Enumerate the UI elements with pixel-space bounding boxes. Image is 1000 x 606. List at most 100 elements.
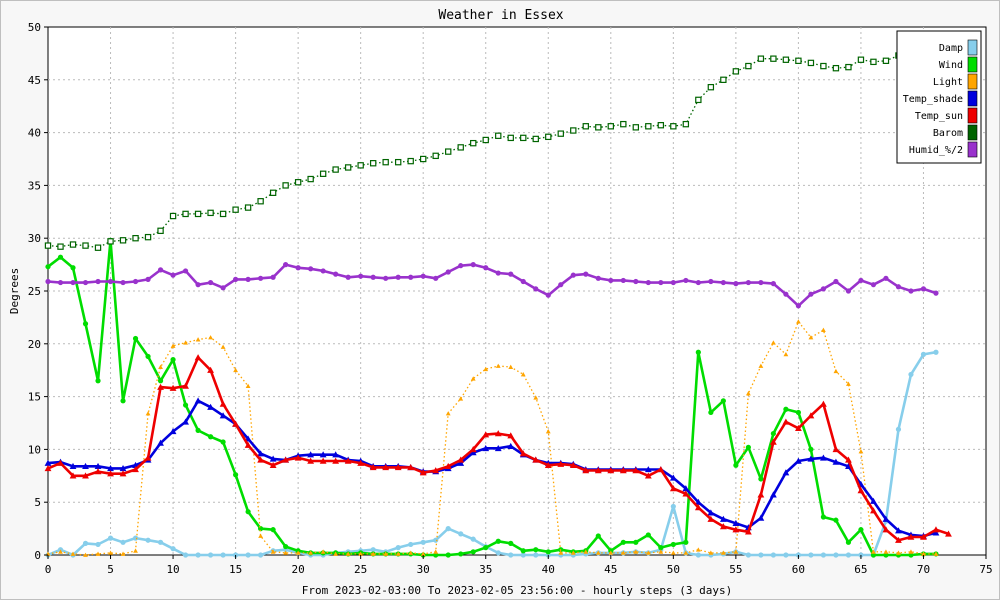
data-point	[520, 548, 526, 554]
data-point	[682, 490, 690, 497]
data-point	[257, 198, 264, 205]
data-point	[708, 409, 714, 416]
data-point	[695, 552, 701, 558]
data-point	[745, 552, 751, 558]
data-point	[820, 454, 827, 461]
data-point	[870, 282, 877, 288]
data-point	[732, 519, 740, 527]
data-point	[233, 367, 238, 373]
data-point	[795, 424, 802, 431]
data-point	[557, 130, 564, 137]
data-point	[194, 397, 202, 404]
data-point	[544, 461, 552, 468]
data-point	[445, 411, 451, 416]
data-point	[120, 539, 126, 545]
data-point	[158, 364, 163, 369]
data-point	[645, 279, 651, 286]
data-point	[407, 463, 415, 471]
data-point	[444, 462, 452, 470]
data-point	[408, 274, 414, 280]
data-point	[132, 278, 139, 285]
data-point	[357, 459, 365, 466]
data-point	[458, 396, 464, 401]
data-point	[283, 543, 289, 550]
data-point	[832, 64, 840, 72]
data-point	[470, 139, 477, 147]
data-point	[44, 465, 52, 472]
data-point	[95, 541, 101, 548]
data-point	[132, 335, 139, 342]
data-point	[595, 275, 601, 281]
data-point	[758, 363, 764, 368]
data-point	[170, 343, 176, 348]
data-point	[857, 56, 865, 63]
x-tick-label: 0	[45, 563, 52, 576]
data-point	[358, 273, 364, 279]
data-point	[332, 457, 340, 464]
data-point	[658, 545, 664, 551]
data-point	[570, 127, 577, 134]
data-point	[233, 276, 239, 282]
data-point	[745, 444, 751, 450]
data-point	[219, 400, 227, 407]
legend-label-damp: Damp	[939, 43, 963, 54]
data-point	[245, 383, 251, 388]
data-point	[383, 551, 389, 556]
data-point	[319, 451, 327, 458]
data-point	[445, 552, 451, 558]
data-point	[157, 383, 164, 390]
data-point	[820, 552, 827, 558]
data-point	[145, 411, 151, 416]
data-point	[882, 57, 890, 64]
data-point	[770, 430, 776, 437]
data-point	[120, 279, 126, 286]
data-point	[182, 382, 189, 389]
data-point	[195, 552, 201, 558]
data-point	[695, 96, 702, 104]
data-point	[770, 281, 776, 287]
series-line	[47, 320, 936, 556]
data-point	[244, 441, 252, 448]
data-point	[720, 76, 727, 83]
data-point	[57, 243, 64, 250]
data-point	[932, 526, 940, 533]
data-point	[520, 552, 526, 558]
data-point	[607, 123, 615, 130]
data-point	[58, 549, 63, 554]
x-axis-label: From 2023-02-03:00 To 2023-02-05 23:56:0…	[302, 584, 732, 597]
data-point	[533, 552, 539, 558]
data-point	[695, 349, 701, 355]
data-point	[758, 279, 764, 286]
legend-label-temp-shade: Temp_shade	[903, 94, 963, 105]
data-point	[845, 288, 852, 294]
data-point	[169, 428, 177, 435]
data-point	[807, 412, 815, 419]
x-tick-label: 30	[417, 563, 430, 576]
data-point	[69, 472, 77, 479]
data-point	[394, 463, 402, 471]
data-point	[658, 549, 664, 554]
data-point	[133, 548, 138, 553]
data-point	[357, 162, 364, 169]
data-point	[483, 366, 489, 372]
data-point	[182, 418, 189, 425]
data-point	[258, 533, 264, 538]
data-point	[557, 460, 565, 467]
data-point	[469, 449, 477, 456]
data-point	[519, 450, 527, 457]
data-point	[694, 504, 702, 511]
data-point	[395, 274, 401, 280]
data-point	[157, 378, 164, 384]
data-point	[508, 552, 514, 558]
data-point	[232, 206, 239, 213]
data-point	[308, 266, 314, 272]
data-point	[319, 170, 327, 177]
data-point	[433, 537, 439, 543]
data-point	[770, 340, 776, 345]
data-point	[895, 527, 902, 534]
data-point	[670, 503, 676, 510]
data-point	[432, 152, 439, 160]
data-point	[433, 275, 439, 281]
data-point	[870, 507, 877, 514]
data-point	[57, 254, 64, 260]
